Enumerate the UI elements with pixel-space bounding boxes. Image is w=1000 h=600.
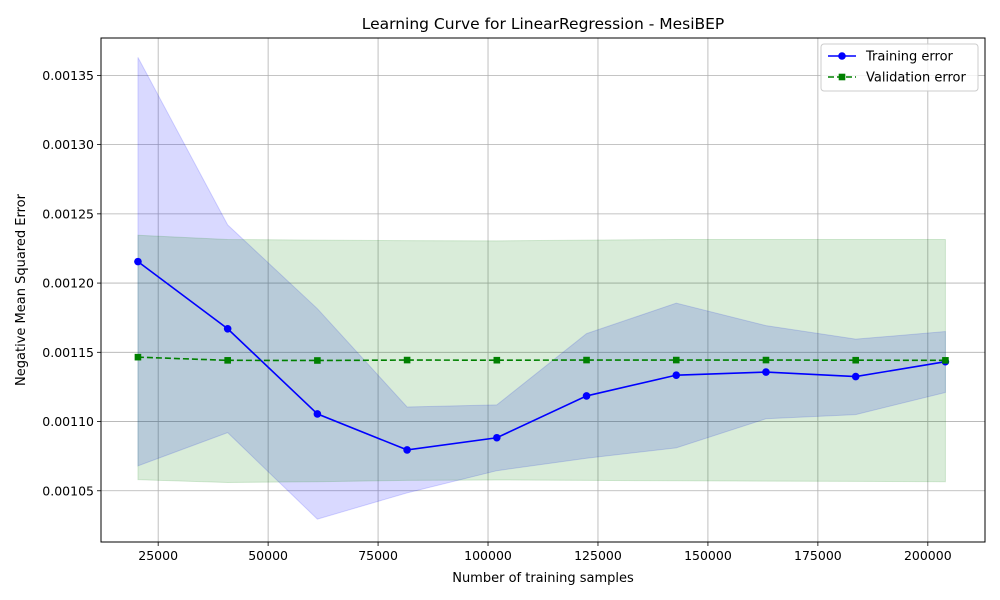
grid [101,38,985,542]
x-tick-label: 50000 [248,548,288,563]
legend-swatch-validation-marker [838,73,846,81]
y-axis-title: Negative Mean Squared Error [14,193,29,386]
training-error-point [223,324,232,333]
x-tick-label: 175000 [794,548,842,563]
axis-ticks: 25000 50000 75000 100000 125000 150000 175000 2… [42,68,951,563]
training-error-point [403,446,411,454]
training-error-point [493,433,501,442]
y-tick-label: 0.00115 [42,345,94,360]
training-error-point [134,257,142,266]
y-tick-label: 0.00110 [42,414,94,429]
y-tick-label: 0.00105 [42,483,94,498]
y-tick-label: 0.00130 [42,137,94,152]
x-tick-label: 25000 [138,548,178,563]
validation-error-point [672,356,680,364]
x-axis-title: Number of training samples [452,571,634,586]
training-error-line [137,260,946,451]
training-error-point [672,371,681,379]
series-lines [137,260,946,451]
plot-area-frame [100,37,986,543]
validation-error-point [852,356,859,364]
validation-error-point [583,356,590,364]
legend: Training error Validation error [820,43,979,92]
validation-error-point [942,357,949,364]
validation-error-point [314,357,321,364]
legend-box [820,43,979,92]
y-tick-label: 0.00120 [42,276,94,291]
error-bands [137,57,946,520]
legend-entry-training: Training error [828,50,954,65]
validation-error-point [403,356,411,364]
training-error-point [762,368,770,376]
training-error-point [851,372,860,381]
validation-error-point [224,357,231,364]
legend-label-training: Training error [865,50,954,65]
validation-error-point [762,356,770,364]
x-tick-label: 150000 [684,548,732,563]
training-error-point [313,410,322,418]
legend-swatch-training-marker [838,52,846,60]
y-tick-label: 0.00135 [42,68,94,83]
y-tick-label: 0.00125 [42,206,94,221]
training-error-band [137,57,946,520]
x-tick-label: 100000 [464,548,512,563]
legend-label-validation: Validation error [866,71,966,86]
x-tick-label: 200000 [904,548,952,563]
series-markers [134,257,950,454]
validation-error-band [137,234,946,483]
x-tick-label: 75000 [358,548,398,563]
x-tick-label: 125000 [574,548,622,563]
validation-error-point [134,353,142,361]
training-error-point [582,392,591,400]
legend-entry-validation: Validation error [828,71,966,86]
validation-error-point [493,356,501,364]
chart-title: Learning Curve for LinearRegression - Me… [362,15,725,33]
